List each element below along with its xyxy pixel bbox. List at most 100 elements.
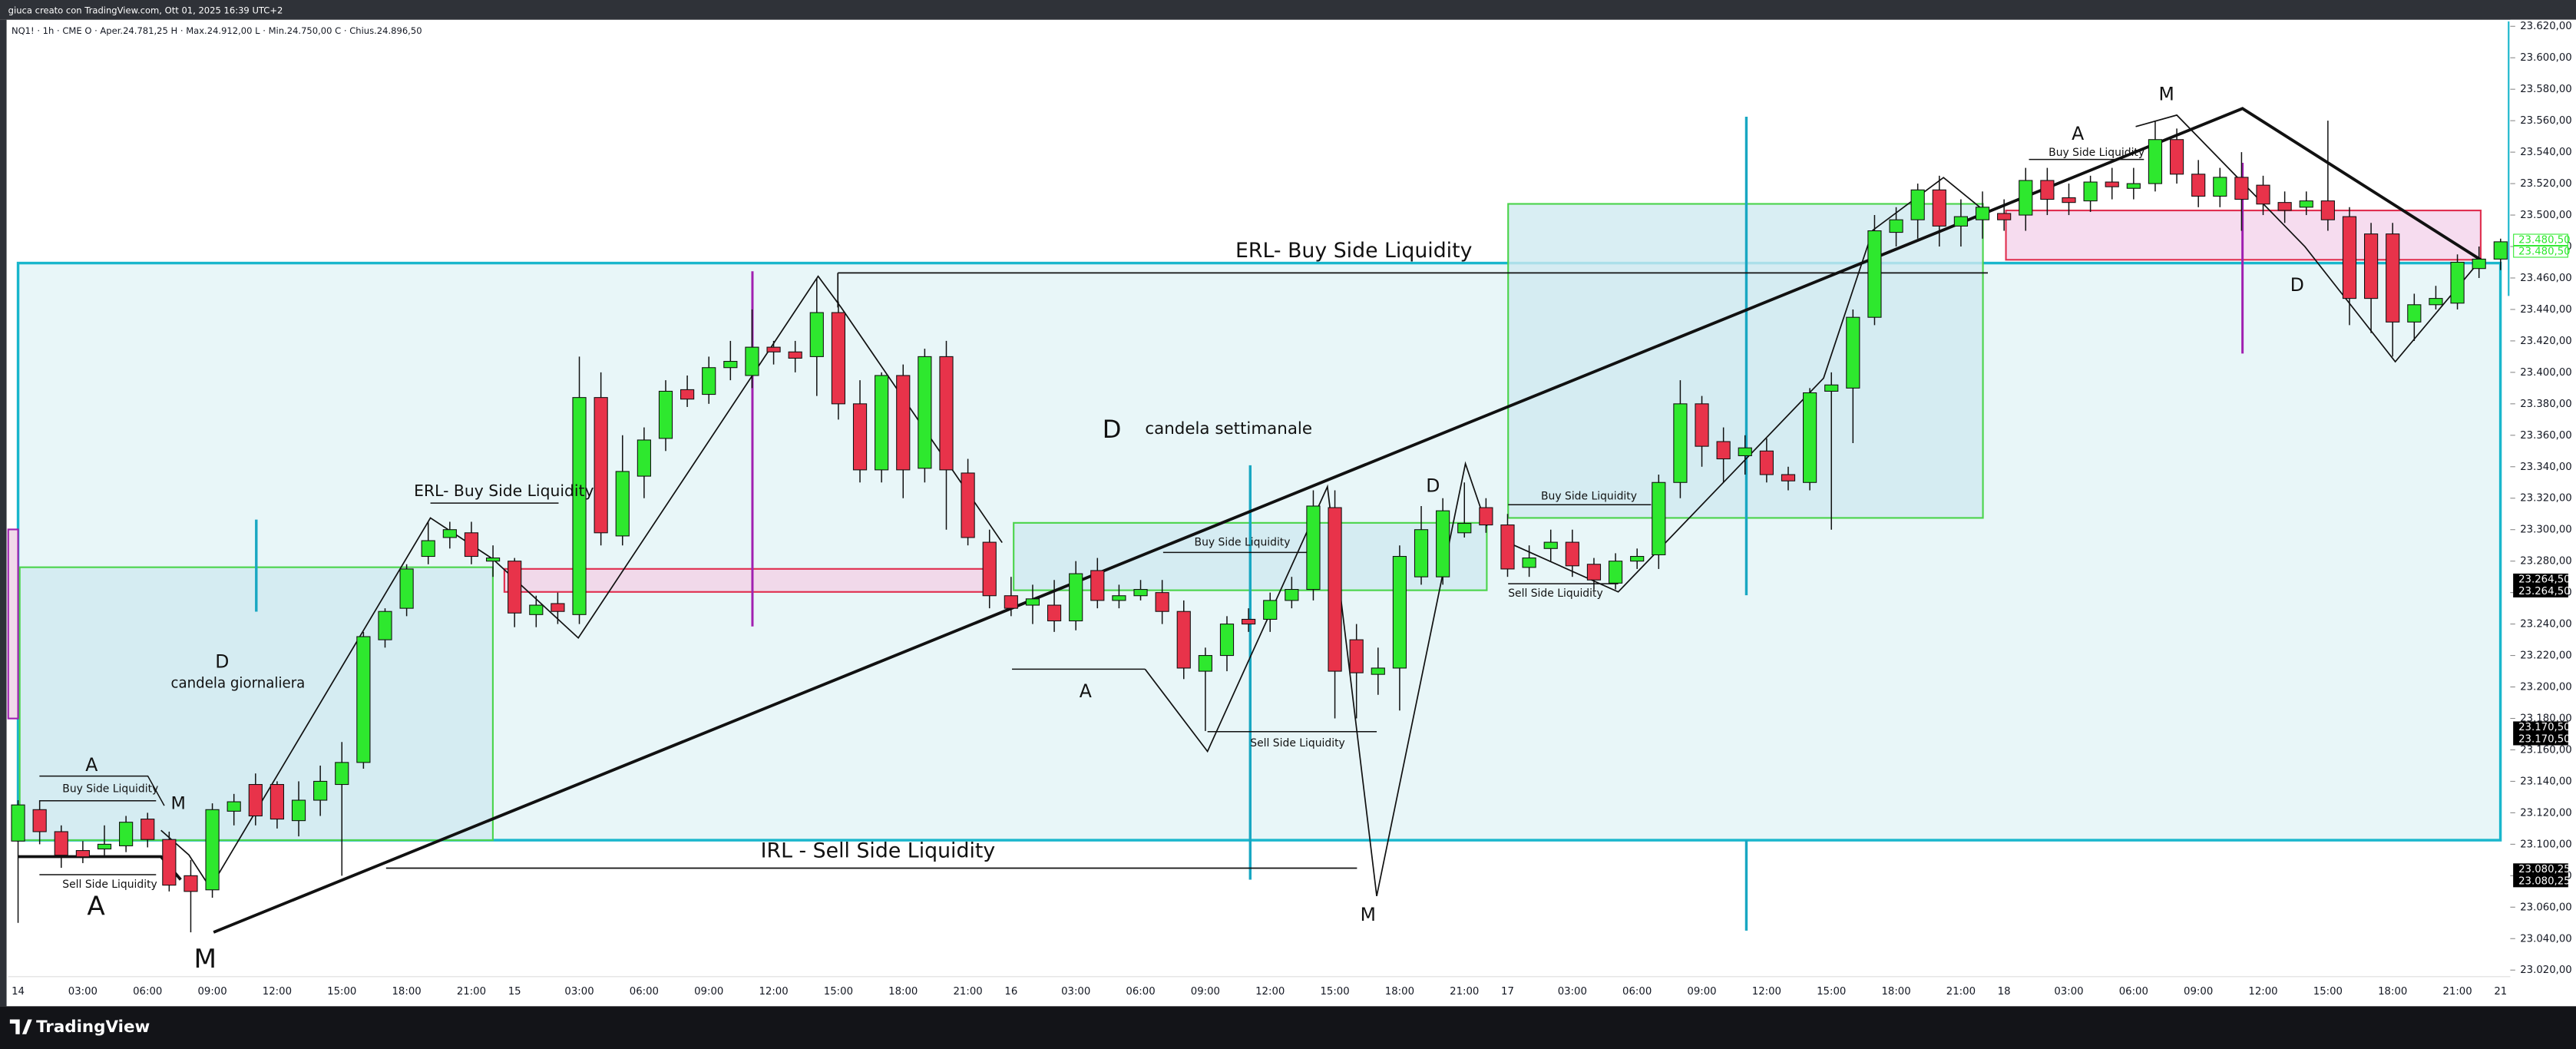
y-tick-label: 23.200,00 [2520,682,2571,693]
x-tick-label: 21:00 [2442,986,2472,998]
annotation: A [87,891,105,922]
x-tick-label: 09:00 [694,986,723,998]
price-tag [2513,585,2568,597]
candle-body [1867,230,1882,318]
candle-body [1414,529,1429,577]
candle-body [1155,592,1169,612]
x-tick-label: 03:00 [68,986,98,998]
y-tick-label: 23.380,00 [2520,399,2571,410]
candle-body [918,356,932,469]
candle-body [1112,595,1126,601]
candle-body [1306,505,1321,591]
x-tick-label: 17 [1501,986,1514,998]
candle-body [356,636,371,763]
price-tag [2513,863,2568,875]
candle-body [831,312,846,405]
x-tick-label: 03:00 [564,986,594,998]
y-tick-label: 23.420,00 [2520,336,2571,347]
annotation: A [2072,123,2084,144]
candle-body [1889,219,1903,233]
annotation: M [2159,84,2174,105]
candle-body [141,819,155,840]
logo-icon [9,1019,32,1034]
x-tick-label: 03:00 [1061,986,1090,998]
candle-body [2148,139,2163,184]
price-tag [2513,875,2568,888]
candle-body [702,367,716,395]
candle-body [615,471,630,537]
annotation: ERL- Buy Side Liquidity [1235,239,1473,263]
footer-bar [0,1006,2576,1049]
x-tick-label: 06:00 [133,986,162,998]
candle-body [2105,181,2119,187]
x-tick-label: 03:00 [2054,986,2083,998]
candle-body [378,611,392,640]
zone-edge [7,528,19,720]
x-tick-label: 18:00 [888,986,918,998]
x-tick-label: 21:00 [1946,986,1976,998]
y-tick-label: 23.500,00 [2520,210,2571,221]
price-tag-label: 23.480,50 [2518,247,2570,258]
candle-body [1176,611,1191,669]
x-tick-label: 06:00 [2119,986,2148,998]
x-tick-label: 14 [12,986,25,998]
price-tag-label: 23.170,50 [2518,722,2570,733]
x-tick-label: 06:00 [1622,986,1652,998]
x-tick-label: 15:00 [2313,986,2343,998]
y-tick-label: 23.320,00 [2520,493,2571,505]
candle-body [2493,241,2508,260]
candle-body [1586,564,1602,581]
candle-body [1392,555,1407,669]
candle-body [1953,216,1969,227]
x-tick-label: 21:00 [457,986,486,998]
annotation: Buy Side Liquidity [2049,147,2144,159]
candle-body [2386,233,2400,323]
x-tick-label: 12:00 [759,986,788,998]
candle-body [2019,180,2033,216]
candle-body [875,375,889,471]
y-tick-label: 23.620,00 [2520,21,2571,32]
price-tag [2513,733,2568,746]
candle-body [961,472,975,538]
candle-body [2342,216,2357,299]
price-tag-label: 23.264,50 [2518,574,2570,586]
annotation: Sell Side Liquidity [1508,587,1602,600]
y-tick-label: 23.580,00 [2520,84,2571,95]
candle-body [248,783,263,817]
x-tick-label: 15:00 [1817,986,1846,998]
candle-body [1090,570,1105,601]
x-tick-label: 09:00 [197,986,227,998]
candle-body [2191,174,2206,197]
candle-body [1328,507,1342,672]
candle-body [1457,522,1472,534]
candle-body [205,809,220,891]
annotation: Sell Side Liquidity [1250,737,1344,750]
y-tick-label: 23.600,00 [2520,52,2571,64]
price-tag [2513,233,2568,247]
candle-body [852,403,868,471]
x-tick-label: 03:00 [1558,986,1587,998]
y-tick-label: 23.340,00 [2520,462,2571,473]
x-tick-label: 15:00 [1320,986,1349,998]
candle-body [2040,180,2055,200]
annotation: D [215,650,229,672]
candle-body [2083,181,2098,202]
candle-body [680,389,695,400]
y-tick-label: 23.060,00 [2520,902,2571,913]
liquidity-line [18,855,182,881]
y-tick-label: 23.120,00 [2520,807,2571,819]
annotation: IRL - Sell Side Liquidity [761,839,996,863]
candle-body [1219,624,1235,657]
candle-body [2256,184,2270,205]
y-tick-label: 23.040,00 [2520,933,2571,945]
candle-body [1263,600,1278,620]
candle-body [1565,541,1579,567]
brand: TradingView [36,1018,150,1037]
candle-body [1069,573,1083,622]
candle-body [291,799,306,822]
candle-body [1846,316,1860,389]
y-tick-label: 23.440,00 [2520,304,2571,316]
candle-body [1500,524,1515,570]
